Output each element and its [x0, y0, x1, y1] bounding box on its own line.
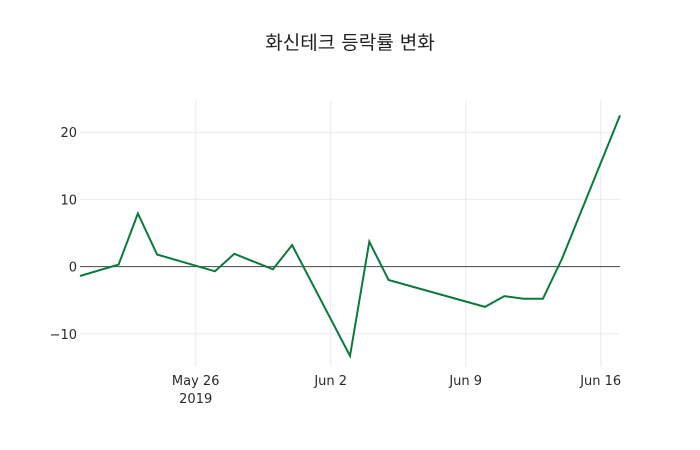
x-tick-label: Jun 16	[579, 374, 621, 389]
x-tick-label: Jun 2	[313, 374, 347, 389]
x-tick-label: May 26	[172, 374, 220, 389]
y-axis-ticks: 20 10 0 −10	[50, 126, 77, 343]
y-tick-label: −10	[50, 328, 77, 343]
chart-title: 화신테크 등락률 변화	[265, 32, 435, 54]
y-tick-label: 0	[69, 261, 77, 276]
x-tick-year: 2019	[179, 392, 212, 407]
x-axis-ticks: May 26 2019 Jun 2 Jun 9 Jun 16	[172, 374, 621, 407]
x-tick-label: Jun 9	[448, 374, 482, 389]
series-line	[79, 115, 621, 359]
gridlines	[80, 100, 620, 366]
y-tick-label: 10	[60, 193, 77, 208]
y-tick-label: 20	[60, 126, 77, 141]
